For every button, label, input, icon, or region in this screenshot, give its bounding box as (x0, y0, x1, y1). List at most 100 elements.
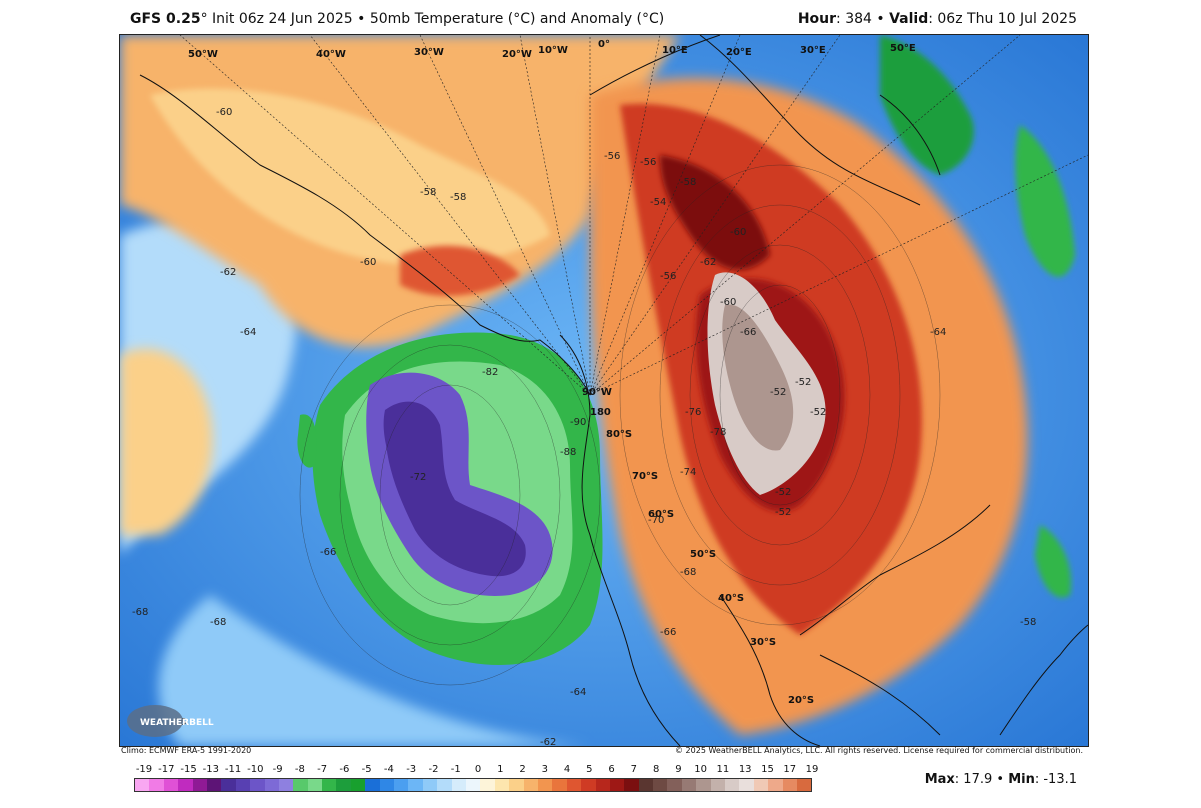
longitude-label: 30°W (414, 47, 444, 58)
legend-swatch (796, 779, 812, 791)
contour-value-label: -56 (640, 157, 656, 168)
longitude-label: 40°W (316, 49, 346, 60)
legend-swatch (509, 779, 524, 791)
contour-value-label: -66 (660, 627, 676, 638)
green-patch-southeast (1035, 525, 1071, 598)
contour-value-label: -78 (710, 427, 726, 438)
legend-tick: 2 (519, 764, 526, 775)
green-patch-west (297, 414, 317, 468)
climo-note: Climo: ECMWF ERA-5 1991-2020 (121, 746, 252, 755)
contour-value-label: -56 (660, 271, 676, 282)
valid-time: Hour: 384 • Valid: 06z Thu 10 Jul 2025 (798, 11, 1077, 27)
latitude-label: 90°W (582, 387, 612, 398)
legend-tick: -13 (202, 764, 219, 775)
legend-swatch (494, 779, 510, 791)
contour-value-label: -62 (220, 267, 236, 278)
temperature-map: 90°W 180 80°S 70°S 60°S 50°S 40°S 30°S 20°S 50°W 4… (120, 35, 1088, 746)
legend-swatch (768, 779, 783, 791)
legend-swatch (264, 779, 279, 791)
legend-tick: 0 (474, 764, 482, 775)
contour-value-label: -60 (360, 257, 376, 268)
contour-value-label: -66 (320, 547, 336, 558)
valid-label: Valid (889, 11, 929, 27)
legend-tick: 15 (761, 764, 774, 775)
legend-tick: 9 (675, 764, 682, 775)
model-name: GFS 0.25 (130, 11, 201, 27)
legend-tick: -5 (361, 764, 372, 775)
legend-swatch (422, 779, 438, 791)
legend-tick: -15 (180, 764, 197, 775)
cold-core-inner (383, 401, 526, 577)
latitude-label: 70°S (632, 471, 658, 482)
contour-value-label: -88 (560, 447, 576, 458)
legend-swatch (350, 779, 366, 791)
contour-value-label: -52 (775, 487, 791, 498)
legend-swatch (206, 779, 222, 791)
legend-swatch (322, 779, 337, 791)
legend-tick: -17 (158, 764, 175, 775)
legend-tick: -9 (272, 764, 283, 775)
legend-swatch (537, 779, 553, 791)
contour-value-label: -58 (450, 192, 466, 203)
contour-value-label: -58 (420, 187, 436, 198)
max-value: : 17.9 • (954, 772, 1009, 787)
contour-value-label: -52 (775, 507, 791, 518)
legend-tick: -11 (224, 764, 242, 775)
latitude-label: 30°S (750, 637, 776, 648)
legend-tick: -8 (294, 764, 305, 775)
warm-core-inner (722, 304, 794, 451)
legend-tick: -1 (450, 764, 461, 775)
legend-swatch (624, 779, 639, 791)
contour-value-label: -68 (210, 617, 226, 628)
contour-value-label: -64 (570, 687, 586, 698)
contour-value-label: -64 (930, 327, 946, 338)
legend-swatch (696, 779, 711, 791)
legend-swatch (638, 779, 654, 791)
tan-region (150, 88, 550, 266)
legend-swatch (753, 779, 769, 791)
longitude-label: 20°E (726, 47, 752, 58)
contour-value-label: -64 (240, 327, 256, 338)
legend-tick: 6 (608, 764, 615, 775)
init-and-variable: Init 06z 24 Jun 2025 • 50mb Temperature … (207, 11, 665, 27)
green-patch-east (1015, 125, 1075, 277)
legend-swatch (163, 779, 179, 791)
weatherbell-logo: WEATHERBELL (127, 705, 214, 737)
legend-tick: 8 (652, 764, 660, 775)
legend-swatch (379, 779, 395, 791)
legend-swatch (710, 779, 726, 791)
legend-swatch (221, 779, 236, 791)
legend-swatch (192, 779, 207, 791)
valid-value: : 06z Thu 10 Jul 2025 (928, 11, 1077, 27)
legend-tick: 7 (630, 764, 638, 775)
legend-swatch (523, 779, 538, 791)
legend-tick: 4 (563, 764, 571, 775)
legend-tick: -6 (339, 764, 350, 775)
latitude-label: 20°S (788, 695, 814, 706)
legend-swatch (725, 779, 740, 791)
longitude-label: 0° (598, 39, 610, 50)
contour-value-label: -52 (770, 387, 786, 398)
legend-swatch (451, 779, 466, 791)
legend-swatch (681, 779, 697, 791)
degree-symbol: ° (200, 11, 208, 27)
legend-tick-labels: -19 -17 -15 -13 -11 -10 -9 -8 -7 -6 -5 -4 -3 -2 -1 0 1 2 3… (134, 764, 819, 778)
contour-value-label: -62 (700, 257, 716, 268)
contour-value-label: -76 (685, 407, 701, 418)
contour-value-label: -68 (680, 567, 696, 578)
legend-swatch (149, 779, 164, 791)
contour-lines (299, 164, 941, 686)
min-value: : -13.1 (1034, 772, 1077, 787)
longitude-label: 30°E (800, 45, 826, 56)
graticule-labels: 90°W 180 80°S 70°S 60°S 50°S 40°S 30°S 20°S 50°W 4… (188, 39, 916, 706)
contour-value-label: -62 (540, 737, 556, 746)
legend-tick: 11 (716, 764, 730, 775)
contour-value-label: -60 (720, 297, 736, 308)
contour-value-label: -52 (795, 377, 811, 388)
contour-value-label: -58 (1020, 617, 1036, 628)
legend-swatch (365, 779, 380, 791)
contour-value-label: -52 (810, 407, 826, 418)
color-legend (134, 778, 812, 792)
graticule (179, 35, 1088, 396)
latitude-label: 80°S (606, 429, 632, 440)
